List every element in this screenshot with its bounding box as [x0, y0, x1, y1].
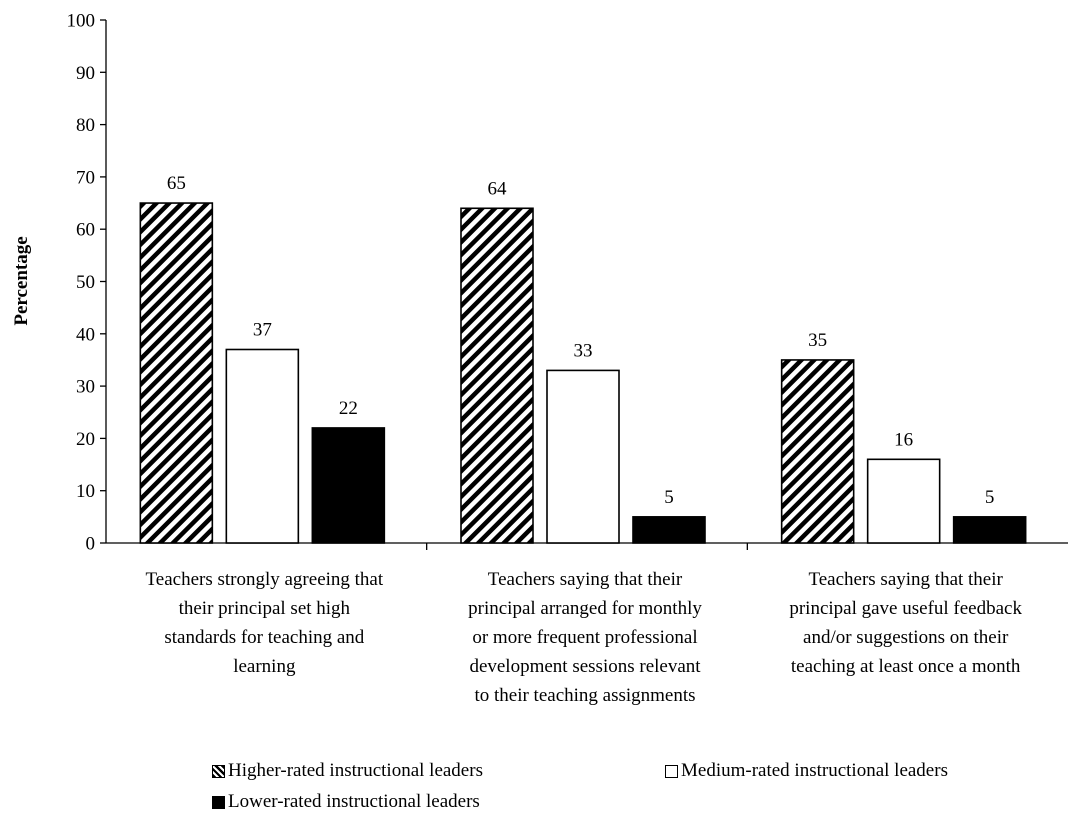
- bar-lower-rated: [311, 427, 386, 544]
- y-tick-label: 30: [76, 377, 95, 398]
- x-category-label: Teachers strongly agreeing that their pri…: [145, 569, 383, 677]
- y-axis-title: Percentage: [11, 236, 32, 325]
- bar-higher-rated: [780, 359, 855, 544]
- data-label: 16: [894, 429, 913, 450]
- y-tick-label: 0: [86, 534, 96, 555]
- y-tick-label: 80: [76, 115, 95, 136]
- data-label: 22: [339, 398, 358, 419]
- y-tick-label: 40: [76, 324, 95, 345]
- data-label: 5: [985, 487, 995, 508]
- bar-higher-rated: [139, 202, 214, 544]
- bar-medium-rated: [225, 348, 300, 544]
- bar-lower-rated: [952, 516, 1027, 544]
- data-label: 33: [574, 340, 593, 361]
- data-label: 65: [167, 173, 186, 194]
- x-category-label: Teachers saying that their principal gave…: [789, 569, 1022, 677]
- y-tick-label: 100: [67, 11, 96, 32]
- y-tick-label: 50: [76, 272, 95, 293]
- y-tick-label: 20: [76, 429, 95, 450]
- bar-lower-rated: [632, 516, 706, 544]
- bar-higher-rated: [460, 207, 534, 544]
- y-tick-label: 60: [76, 220, 95, 241]
- x-category-label: Teachers saying that their principal arra…: [468, 569, 702, 706]
- data-label: 37: [253, 319, 272, 340]
- data-label: 64: [488, 178, 508, 199]
- y-tick-label: 10: [76, 481, 95, 502]
- y-tick-label: 70: [76, 167, 95, 188]
- bar-medium-rated: [866, 458, 941, 544]
- y-tick-label: 90: [76, 63, 95, 84]
- data-label: 35: [808, 330, 827, 351]
- data-label: 5: [664, 487, 674, 508]
- bar-medium-rated: [546, 369, 620, 544]
